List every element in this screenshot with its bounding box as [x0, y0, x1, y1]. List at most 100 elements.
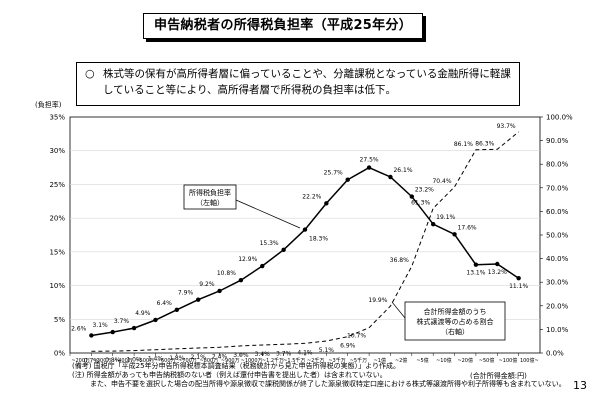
- data-label-stock-share: 1.0%: [126, 357, 142, 364]
- data-label-burden-rate: 27.5%: [360, 157, 379, 164]
- marker-burden-rate: [516, 275, 521, 281]
- marker-burden-rate: [495, 261, 500, 267]
- page-title: 申告納税者の所得税負担率（平成25年分）: [143, 13, 423, 39]
- x-tick-label: ~500万: [135, 358, 154, 364]
- y-axis-left-label: (負担率): [35, 101, 62, 109]
- x-tick-label: ~100億: [499, 357, 518, 364]
- marker-burden-rate: [131, 325, 137, 331]
- data-label-stock-share: 61.3%: [411, 199, 430, 206]
- y-right-tick-label: 90.0%: [546, 137, 569, 145]
- y-left-tick-label: 10%: [49, 282, 65, 290]
- marker-burden-rate: [452, 232, 457, 237]
- y-left-tick-label: 30%: [49, 147, 65, 155]
- data-label-burden-rate: 13.2%: [488, 269, 507, 276]
- y-right-tick-label: 80.0%: [546, 161, 569, 169]
- callout-text-stock-share: 合計所得金額のうち: [424, 307, 487, 316]
- data-label-stock-share: 1.8%: [169, 355, 185, 362]
- marker-burden-rate: [345, 177, 350, 182]
- callout-text-stock-share: （右軸）: [441, 327, 469, 336]
- marker-burden-rate: [153, 317, 158, 323]
- data-label-burden-rate: 12.9%: [238, 256, 257, 263]
- note-text: 株式等の保有が高所得者層に偏っていることや、分離課税となっている金融所得に軽課し…: [103, 68, 511, 96]
- x-tick-label: ~400万: [114, 358, 133, 364]
- data-label-burden-rate: 17.6%: [458, 224, 477, 231]
- data-label-burden-rate: 25.7%: [324, 170, 343, 177]
- data-label-stock-share: 19.9%: [368, 297, 387, 304]
- marker-burden-rate: [302, 227, 308, 232]
- marker-burden-rate: [238, 277, 244, 283]
- data-label-burden-rate: 4.9%: [135, 310, 151, 317]
- x-tick-label: ~2千万: [307, 357, 324, 364]
- y-right-tick-label: 30.0%: [546, 279, 569, 287]
- y-right-tick-label: 100.0%: [546, 114, 573, 122]
- x-tick-label: ~10億: [436, 357, 452, 364]
- footer-source: (備考) 国税庁「平成25年分申告所得税標本調査結果（税務統計から見た申告所得税…: [72, 362, 400, 370]
- data-label-burden-rate: 2.6%: [71, 325, 87, 332]
- x-tick-label: ~300万: [93, 358, 112, 364]
- data-label-stock-share: 36.8%: [390, 257, 409, 264]
- callout-box-burden-rate: [183, 184, 237, 210]
- marker-burden-rate: [110, 329, 115, 335]
- data-label-burden-rate: 9.2%: [199, 281, 215, 288]
- x-tick-label: ~200万: [71, 358, 90, 364]
- y-right-tick-label: 20.0%: [546, 302, 569, 310]
- data-label-stock-share: 0.8%: [105, 357, 121, 364]
- marker-burden-rate: [366, 165, 372, 170]
- data-label-burden-rate: 15.3%: [260, 240, 279, 247]
- y-left-tick-label: 35%: [49, 114, 65, 122]
- marker-burden-rate: [217, 288, 222, 294]
- data-label-stock-share: 2.4%: [212, 353, 228, 360]
- data-label-burden-rate: 3.1%: [92, 322, 108, 329]
- note-bullet-icon: ○: [85, 67, 95, 80]
- marker-burden-rate: [409, 194, 415, 199]
- data-label-burden-rate: 18.3%: [309, 236, 328, 243]
- marker-burden-rate: [281, 247, 286, 253]
- summary-note: ○ 株式等の保有が高所得者層に偏っていることや、分離課税となっている金融所得に軽…: [76, 62, 520, 106]
- data-label-stock-share: 1.4%: [148, 356, 164, 363]
- marker-burden-rate: [324, 201, 329, 206]
- data-label-stock-share: 5.1%: [319, 347, 335, 354]
- data-label-stock-share: 3.7%: [276, 350, 292, 357]
- data-label-stock-share: 4.1%: [297, 349, 313, 356]
- marker-burden-rate: [89, 333, 94, 338]
- data-label-stock-share: 86.3%: [475, 140, 494, 147]
- series-line-stock-share: [91, 131, 519, 352]
- x-tick-label: ~2億: [395, 357, 407, 364]
- data-label-stock-share: 3.0%: [233, 352, 249, 359]
- y-left-tick-label: 20%: [49, 215, 65, 223]
- data-label-burden-rate: 19.1%: [436, 214, 455, 221]
- marker-burden-rate: [388, 174, 393, 180]
- data-label-burden-rate: 11.1%: [509, 283, 528, 290]
- x-tick-label: ~1.5千万: [283, 357, 305, 364]
- data-label-burden-rate: 3.7%: [114, 318, 130, 325]
- y-right-tick-label: 70.0%: [546, 184, 569, 192]
- marker-burden-rate: [195, 297, 201, 302]
- data-label-stock-share: 2.1%: [191, 354, 207, 361]
- x-axis-unit-label: (合計所得金額:円): [470, 372, 527, 380]
- x-tick-label: ~50億: [479, 357, 495, 364]
- marker-burden-rate: [430, 222, 436, 227]
- data-label-burden-rate: 10.8%: [217, 270, 236, 277]
- data-label-burden-rate: 13.1%: [466, 270, 485, 277]
- x-tick-label: ~700万: [178, 358, 197, 364]
- data-label-stock-share: 86.1%: [454, 141, 473, 148]
- x-tick-label: ~1億: [374, 357, 386, 364]
- y-left-tick-label: 5%: [54, 316, 65, 324]
- y-right-tick-label: 40.0%: [546, 255, 569, 263]
- callout-box-stock-share: [404, 301, 506, 341]
- callout-text-burden-rate-axis: （左軸）: [196, 198, 224, 207]
- data-label-burden-rate: 22.2%: [302, 193, 321, 200]
- data-label-stock-share: 6.9%: [340, 343, 356, 350]
- data-label-burden-rate: 23.2%: [415, 187, 434, 194]
- marker-burden-rate: [260, 263, 265, 269]
- marker-burden-rate: [473, 262, 479, 267]
- y-left-tick-label: 15%: [49, 248, 65, 256]
- y-right-tick-label: 60.0%: [546, 208, 569, 216]
- y-right-tick-label: 0.0%: [546, 350, 564, 358]
- y-right-tick-label: 50.0%: [546, 232, 569, 240]
- data-label-stock-share: 93.7%: [497, 123, 516, 130]
- callout-text-burden-rate: 所得税負担率: [189, 188, 231, 197]
- y-left-tick-label: 0%: [54, 350, 65, 358]
- data-label-burden-rate: 7.9%: [178, 290, 194, 297]
- x-tick-label: ~5千万: [350, 357, 367, 364]
